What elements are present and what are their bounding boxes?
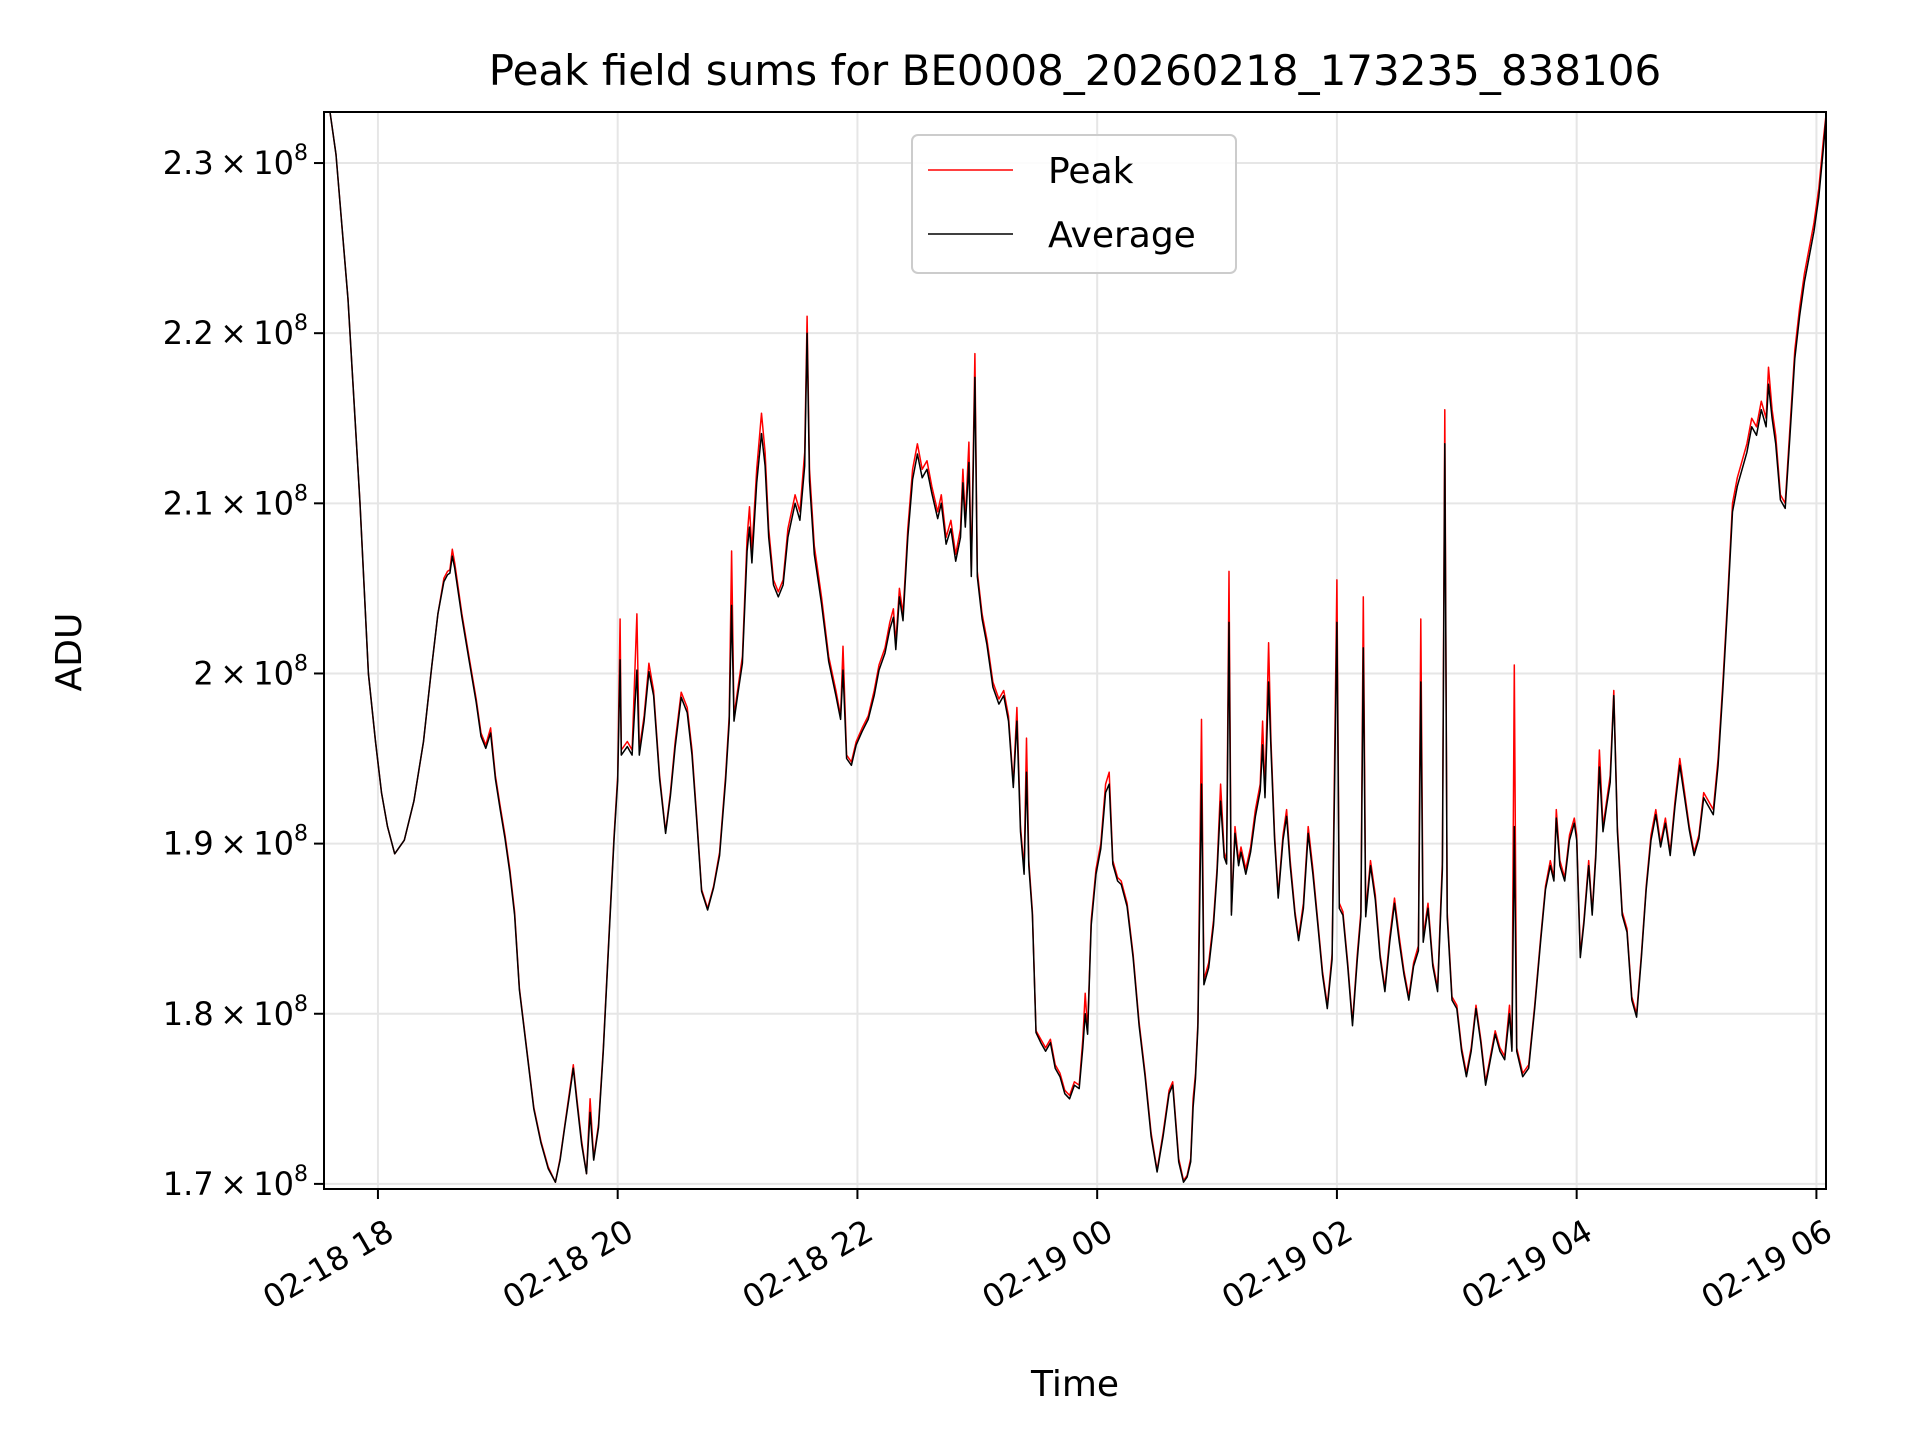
x-gridlines: [376, 112, 1818, 1189]
y-tick-label-base: 2.1 × 10: [163, 484, 294, 522]
y-tick-label-base: 2 × 10: [193, 654, 294, 692]
y-tick-label: 1.7 × 108: [163, 1162, 308, 1203]
y-tick-label-exponent: 8: [294, 141, 308, 166]
y-tick-label-base: 2.2 × 10: [163, 314, 294, 352]
y-tick-label-exponent: 8: [294, 311, 308, 336]
series-line-average: [329, 112, 1826, 1183]
y-tick-label-base: 1.9 × 10: [163, 825, 294, 863]
y-tick-label-base: 1.7 × 10: [163, 1165, 294, 1203]
y-tick-label-base: 1.8 × 10: [163, 995, 294, 1033]
legend: Peak Average: [911, 134, 1237, 274]
y-axis-title: ADU: [49, 613, 90, 692]
y-tick-label-exponent: 8: [294, 1162, 308, 1187]
y-tick-label: 1.9 × 108: [163, 822, 308, 863]
y-tick-label: 2 × 108: [193, 651, 308, 692]
y-tick-label: 2.1 × 108: [163, 481, 308, 522]
legend-label-peak: Peak: [1048, 151, 1134, 192]
y-tick-label-exponent: 8: [294, 992, 308, 1017]
y-tick-label: 2.2 × 108: [163, 311, 308, 352]
y-tick-label-exponent: 8: [294, 481, 308, 506]
plot-frame: [323, 111, 1827, 1190]
chart-title: Peak field sums for BE0008_20260218_1732…: [489, 46, 1661, 95]
y-tick-label-exponent: 8: [294, 822, 308, 847]
y-tick-label-exponent: 8: [294, 651, 308, 676]
x-axis-title: Time: [1030, 1364, 1119, 1405]
y-tick-label: 2.3 × 108: [163, 141, 308, 182]
plot-series-area: [329, 112, 1826, 1183]
y-tick-label-base: 2.3 × 10: [163, 144, 294, 182]
y-tick-label: 1.8 × 108: [163, 992, 308, 1033]
legend-label-average: Average: [1048, 215, 1196, 256]
